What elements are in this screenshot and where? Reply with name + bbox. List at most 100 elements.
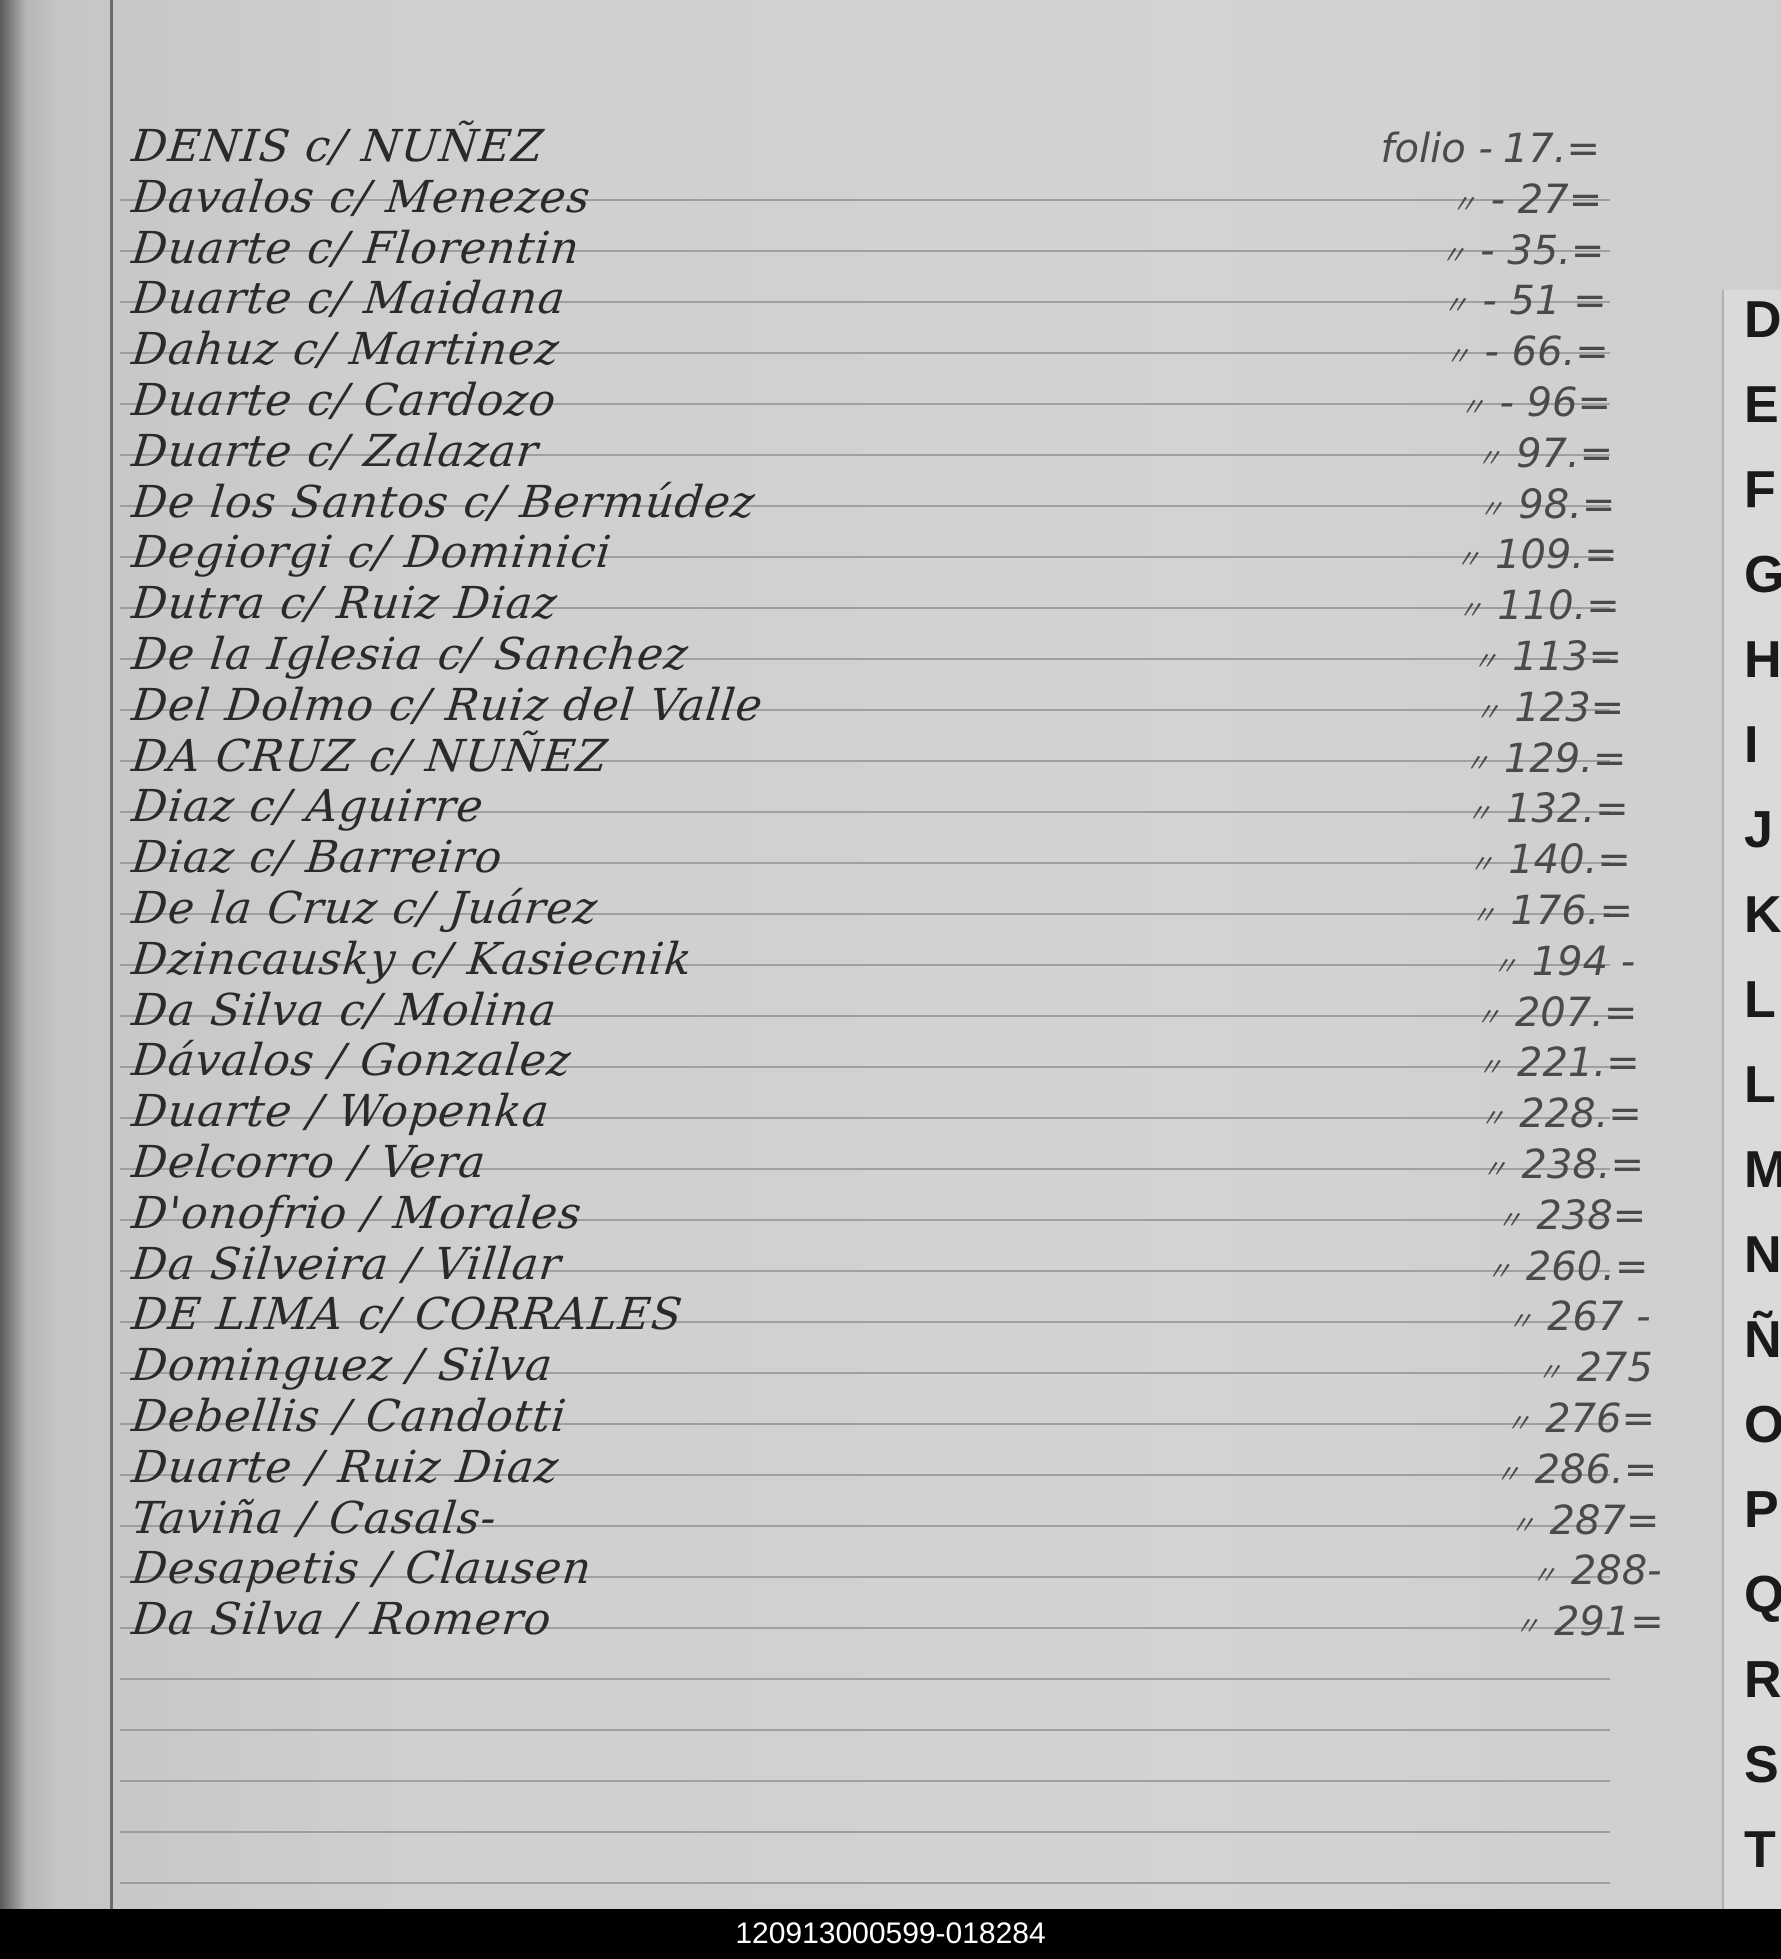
entry-folio: 〃 288- [1531, 1548, 1662, 1594]
folio-number: 17.= [1502, 126, 1600, 172]
entry-name: Duarte c/ Cardozo [129, 375, 559, 426]
folio-label: folio - [1380, 126, 1493, 172]
index-tab-t[interactable]: T [1744, 1821, 1776, 1879]
entry-folio: 〃 - 35.= [1440, 228, 1604, 274]
index-tab-s[interactable]: S [1744, 1736, 1779, 1794]
list-item: Da Silva / Romero 〃 291= [0, 1594, 1720, 1646]
entry-folio: 〃 194 - [1492, 939, 1636, 985]
entry-name: Diaz c/ Barreiro [129, 832, 506, 884]
entry-name: Da Silveira / Villar [129, 1238, 564, 1290]
entry-folio: folio -17.= [1380, 126, 1600, 172]
folio-number: 260.= [1525, 1243, 1649, 1290]
entry-name: Debellis / Candotti [129, 1391, 570, 1442]
index-tab-p[interactable]: P [1744, 1481, 1779, 1539]
folio-number: 129.= [1503, 735, 1627, 782]
entry-name: Da Silva c/ Molina [129, 984, 560, 1036]
entry-folio: 〃 132.= [1466, 786, 1629, 832]
list-item: Davalos c/ Menezes 〃 - 27= [0, 172, 1720, 223]
ditto-mark: 〃 [1478, 494, 1505, 525]
folio-number: - 27= [1490, 176, 1603, 223]
ditto-mark: 〃 [1481, 1155, 1508, 1185]
folio-number: 140.= [1508, 837, 1631, 884]
list-item: Duarte c/ Maidana 〃 - 51 = [0, 273, 1720, 325]
entry-folio: 〃 - 27= [1451, 177, 1603, 223]
entry-name: D'onofrio / Morales [129, 1187, 585, 1239]
list-item: Desapetis / Clausen 〃 288- [0, 1543, 1720, 1595]
folio-number: 238.= [1521, 1142, 1644, 1188]
entry-folio: 〃 176.= [1470, 888, 1633, 934]
folio-number: 267 - [1547, 1294, 1651, 1341]
list-item: De los Santos c/ Bermúdez 〃 98.= [0, 477, 1720, 528]
list-item: Dominguez / Silva 〃 275 [0, 1340, 1720, 1391]
index-tab-ñ[interactable]: Ñ [1744, 1311, 1781, 1369]
list-item: Debellis / Candotti 〃 276= [0, 1391, 1720, 1442]
index-tab-l[interactable]: L [1744, 971, 1776, 1029]
index-tab-f[interactable]: F [1744, 461, 1776, 519]
folio-number: 288- [1570, 1548, 1662, 1595]
entry-folio: 〃 109.= [1455, 532, 1618, 578]
folio-number: 286.= [1534, 1446, 1658, 1493]
index-tab-o[interactable]: O [1744, 1396, 1781, 1454]
entry-folio: 〃 267 - [1507, 1294, 1651, 1340]
entry-folio: 〃 238= [1496, 1193, 1646, 1239]
entry-folio: 〃 275 [1536, 1345, 1652, 1391]
list-item: DENIS c/ NUÑEZ folio -17.= [0, 121, 1720, 172]
folio-number: 109.= [1495, 532, 1618, 579]
entry-name: Dahuz c/ Martinez [129, 324, 563, 376]
index-tab-d[interactable]: D [1744, 291, 1781, 349]
entry-folio: 〃 98.= [1478, 482, 1615, 528]
index-tab-m[interactable]: M [1744, 1141, 1781, 1199]
folio-number: - 66.= [1484, 329, 1609, 376]
entry-folio: 〃 97.= [1476, 431, 1613, 477]
index-tab-e[interactable]: E [1744, 376, 1779, 434]
index-tab-k[interactable]: K [1744, 886, 1781, 944]
list-item: DA CRUZ c/ NUÑEZ 〃 129.= [0, 730, 1720, 782]
entry-folio: 〃 276= [1505, 1396, 1655, 1442]
ditto-mark: 〃 [1474, 1002, 1501, 1033]
entry-folio: 〃 207.= [1475, 990, 1638, 1036]
index-tab-n[interactable]: N [1744, 1226, 1781, 1284]
index-tab-r[interactable]: R [1744, 1651, 1781, 1709]
document-id-footer: 120913000599-018284 [0, 1909, 1781, 1959]
entry-name: DA CRUZ c/ NUÑEZ [129, 730, 611, 782]
entry-name: Desapetis / Clausen [129, 1543, 595, 1595]
entry-name: Duarte c/ Maidana [129, 273, 569, 325]
ditto-mark: 〃 [1505, 1409, 1532, 1439]
ditto-mark: 〃 [1455, 545, 1482, 576]
entry-folio: 〃 287= [1510, 1498, 1660, 1544]
entry-name: Diaz c/ Aguirre [129, 781, 487, 833]
folio-number: 132.= [1506, 786, 1629, 833]
list-item: Dávalos / Gonzalez 〃 221.= [0, 1035, 1720, 1086]
list-item: Duarte / Ruiz Diaz 〃 286.= [0, 1441, 1720, 1493]
ditto-mark: 〃 [1470, 901, 1497, 931]
index-tab-l[interactable]: L [1744, 1056, 1776, 1114]
folio-number: 194 - [1531, 938, 1636, 985]
entry-folio: 〃 - 51 = [1442, 278, 1606, 324]
list-item: De la Iglesia c/ Sanchez 〃 113= [0, 629, 1720, 680]
entry-name: Da Silva / Romero [129, 1594, 555, 1646]
list-item: DE LIMA c/ CORRALES 〃 267 - [0, 1289, 1720, 1341]
entry-folio: 〃 - 96= [1459, 380, 1611, 426]
margin-line [110, 0, 113, 1909]
index-tab-j[interactable]: J [1744, 801, 1773, 859]
list-item: Dutra c/ Ruiz Diaz 〃 110.= [0, 578, 1720, 630]
folio-number: 176.= [1510, 888, 1633, 934]
folio-number: 123= [1514, 684, 1625, 731]
entry-name: DE LIMA c/ CORRALES [129, 1289, 686, 1341]
index-tab-i[interactable]: I [1744, 716, 1759, 774]
entry-folio: 〃 260.= [1486, 1244, 1649, 1290]
folio-number: 98.= [1518, 481, 1616, 528]
folio-number: 287= [1549, 1497, 1660, 1544]
index-tab-q[interactable]: Q [1744, 1566, 1781, 1624]
index-tab-h[interactable]: H [1744, 631, 1781, 689]
list-item: Da Silva c/ Molina 〃 207.= [0, 984, 1720, 1036]
folio-number: - 35.= [1480, 227, 1605, 274]
entry-folio: 〃 228.= [1479, 1091, 1642, 1137]
folio-number: 207.= [1514, 989, 1638, 1036]
entry-name: Duarte / Ruiz Diaz [129, 1441, 562, 1493]
list-item: Dzincausky c/ Kasiecnik 〃 194 - [0, 934, 1720, 985]
ditto-mark: 〃 [1444, 342, 1471, 373]
folio-number: 110.= [1497, 583, 1620, 630]
index-tab-g[interactable]: G [1744, 546, 1781, 604]
